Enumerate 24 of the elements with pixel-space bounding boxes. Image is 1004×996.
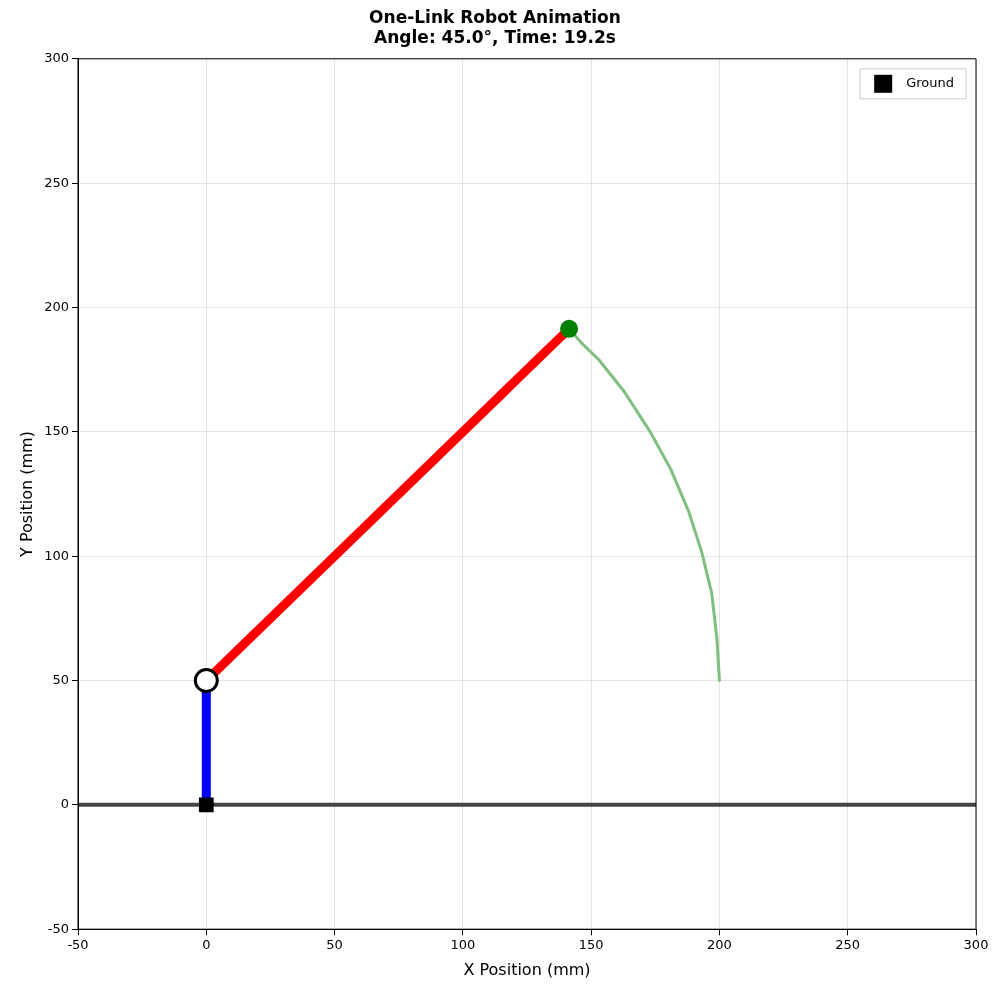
x-tick-label: 50: [326, 937, 343, 953]
y-tick-label: -50: [47, 920, 70, 936]
y-tick-label: 300: [44, 50, 70, 66]
point: [560, 319, 579, 338]
point: [193, 668, 219, 694]
y-tick-label: 50: [52, 671, 70, 687]
y-tick-label: 0: [60, 796, 70, 812]
y-tick-label: 100: [44, 547, 70, 563]
x-tick-label: 250: [835, 937, 861, 953]
x-tick-label: 200: [707, 937, 732, 953]
chart-title: One-Link Robot Animation: [369, 6, 621, 27]
y-tick-label: 150: [44, 423, 70, 439]
x-tick-label: 300: [963, 937, 989, 953]
y-tick-label: 250: [44, 174, 70, 190]
chart-subtitle: Angle: 45.0°, Time: 19.2s: [374, 27, 616, 48]
y-axis-title: Y Position (mm): [16, 431, 36, 558]
legend-label: Ground: [906, 75, 955, 91]
x-tick-label: 0: [202, 937, 211, 953]
x-tick-label: 100: [450, 937, 476, 953]
x-tick-label: -50: [67, 937, 89, 953]
x-axis-title: X Position (mm): [463, 959, 591, 979]
y-tick-label: 200: [44, 298, 70, 314]
point: [198, 797, 214, 813]
x-tick-label: 150: [578, 937, 604, 953]
